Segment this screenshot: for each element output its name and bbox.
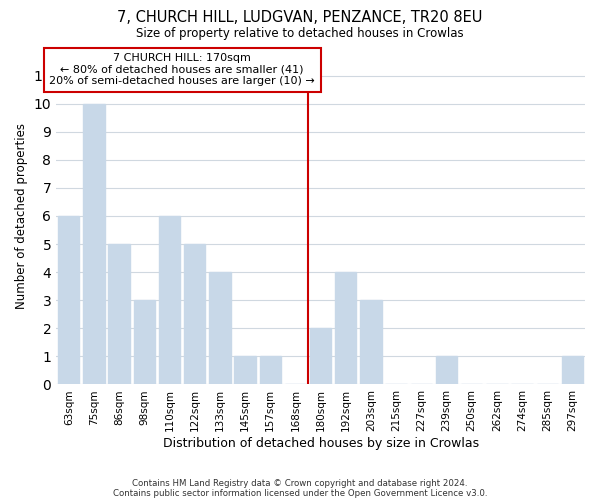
X-axis label: Distribution of detached houses by size in Crowlas: Distribution of detached houses by size … bbox=[163, 437, 479, 450]
Text: 7, CHURCH HILL, LUDGVAN, PENZANCE, TR20 8EU: 7, CHURCH HILL, LUDGVAN, PENZANCE, TR20 … bbox=[118, 10, 482, 25]
Bar bbox=[83, 104, 104, 384]
Text: Size of property relative to detached houses in Crowlas: Size of property relative to detached ho… bbox=[136, 28, 464, 40]
Bar bbox=[235, 356, 256, 384]
Bar bbox=[134, 300, 155, 384]
Bar bbox=[310, 328, 331, 384]
Bar bbox=[335, 272, 356, 384]
Bar bbox=[159, 216, 180, 384]
Bar bbox=[209, 272, 230, 384]
Text: Contains public sector information licensed under the Open Government Licence v3: Contains public sector information licen… bbox=[113, 488, 487, 498]
Bar bbox=[260, 356, 281, 384]
Text: 7 CHURCH HILL: 170sqm
← 80% of detached houses are smaller (41)
20% of semi-deta: 7 CHURCH HILL: 170sqm ← 80% of detached … bbox=[49, 53, 315, 86]
Bar bbox=[436, 356, 457, 384]
Bar bbox=[562, 356, 583, 384]
Y-axis label: Number of detached properties: Number of detached properties bbox=[15, 123, 28, 309]
Bar bbox=[360, 300, 382, 384]
Bar bbox=[58, 216, 79, 384]
Bar bbox=[109, 244, 130, 384]
Bar bbox=[184, 244, 205, 384]
Text: Contains HM Land Registry data © Crown copyright and database right 2024.: Contains HM Land Registry data © Crown c… bbox=[132, 478, 468, 488]
